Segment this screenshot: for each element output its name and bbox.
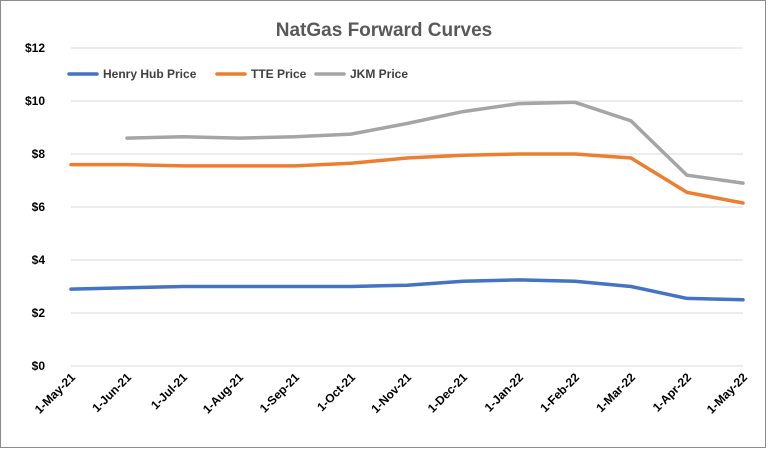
x-tick-label: 1-Apr-22	[650, 370, 695, 415]
y-tick-label: $6	[32, 200, 46, 214]
y-tick-label: $4	[32, 253, 46, 267]
x-tick-label: 1-Oct-21	[314, 370, 358, 414]
y-tick-label: $0	[32, 359, 46, 373]
legend: Henry Hub Price TTE Price JKM Price	[67, 67, 408, 81]
y-tick-label: $12	[25, 41, 45, 55]
legend-label-tte-price: TTE Price	[251, 67, 307, 81]
x-tick-label: 1-Jan-22	[482, 370, 527, 415]
y-axis: $0 $2 $4 $6 $8 $10 $12	[25, 41, 45, 373]
x-tick-label: 1-Aug-21	[200, 370, 246, 416]
x-tick-label: 1-Mar-22	[593, 370, 638, 415]
y-tick-label: $2	[32, 306, 46, 320]
series-lines	[69, 100, 745, 302]
x-tick-label: 1-May-22	[704, 370, 750, 416]
legend-label-henry-hub-price: Henry Hub Price	[103, 67, 197, 81]
x-tick-label: 1-Jun-21	[89, 370, 134, 415]
y-tick-label: $8	[32, 147, 46, 161]
legend-label-jkm-price: JKM Price	[350, 67, 408, 81]
y-tick-label: $10	[25, 94, 45, 108]
gridlines	[71, 47, 743, 367]
x-tick-label: 1-Jul-21	[148, 370, 190, 412]
x-tick-label: 1-Nov-21	[368, 370, 414, 416]
x-tick-label: 1-Feb-22	[537, 370, 582, 415]
series-line-tte-price	[69, 152, 745, 205]
x-tick-label: 1-Dec-21	[425, 370, 471, 416]
series-line-henry-hub-price	[69, 278, 745, 302]
series-line-jkm-price	[125, 100, 745, 185]
chart-title: NatGas Forward Curves	[276, 20, 492, 41]
x-tick-label: 1-May-21	[32, 370, 78, 416]
x-axis: 1-May-21 1-Jun-21 1-Jul-21 1-Aug-21 1-Sep-21…	[32, 370, 750, 416]
x-tick-label: 1-Sep-21	[257, 370, 303, 416]
